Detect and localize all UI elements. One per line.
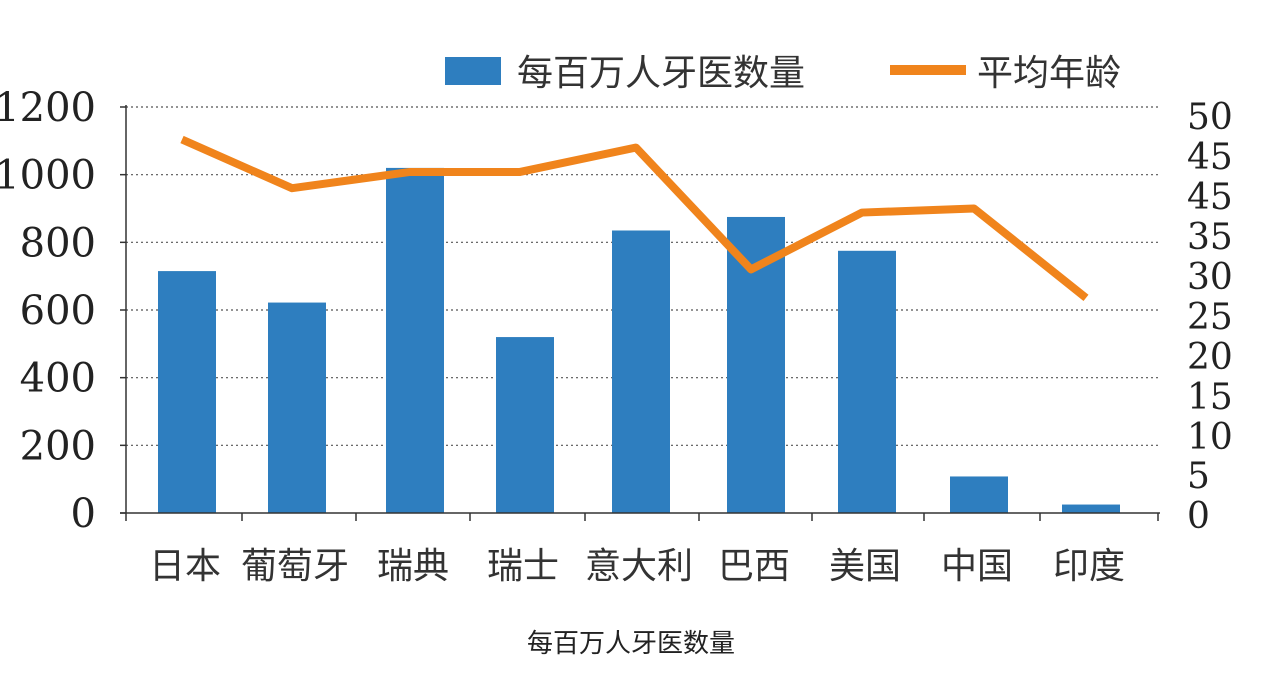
bar-series bbox=[158, 167, 1120, 514]
right-tick-label: 30 bbox=[1187, 257, 1233, 298]
right-tick-label: 25 bbox=[1187, 297, 1233, 338]
bar bbox=[950, 476, 1008, 513]
category-label: 中国 bbox=[941, 546, 1013, 587]
category-label: 美国 bbox=[829, 546, 901, 587]
left-tick-label: 0 bbox=[71, 491, 96, 537]
line-series bbox=[180, 135, 1089, 301]
right-tick-label: 10 bbox=[1187, 417, 1233, 458]
left-tick-label: 200 bbox=[20, 423, 96, 469]
legend-bar-label: 每百万人牙医数量 bbox=[517, 53, 805, 94]
chart-caption: 每百万人牙医数量 bbox=[527, 629, 735, 659]
category-label: 印度 bbox=[1053, 546, 1125, 587]
right-tick-label: 45 bbox=[1187, 137, 1233, 178]
legend-line-label: 平均年龄 bbox=[977, 53, 1121, 94]
left-axis-ticks: 0 200 400 600 800 1000 1200 bbox=[0, 85, 126, 537]
legend: 每百万人牙医数量 平均年龄 bbox=[445, 53, 1121, 94]
right-tick-label: 0 bbox=[1187, 496, 1210, 537]
bar bbox=[496, 337, 554, 513]
right-tick-label: 5 bbox=[1187, 456, 1210, 497]
legend-bar-swatch bbox=[445, 57, 501, 85]
bar bbox=[838, 250, 896, 513]
left-tick-label: 800 bbox=[20, 220, 96, 266]
category-label: 意大利 bbox=[585, 546, 693, 587]
bar bbox=[1062, 504, 1120, 513]
category-label: 葡萄牙 bbox=[241, 546, 349, 587]
category-labels: 日本 葡萄牙 瑞典 瑞士 意大利 巴西 美国 中国 印度 bbox=[149, 546, 1125, 587]
bar bbox=[158, 271, 216, 513]
right-tick-label: 45 bbox=[1187, 177, 1233, 218]
right-tick-label: 35 bbox=[1187, 217, 1233, 258]
bar bbox=[727, 216, 785, 514]
right-tick-label: 15 bbox=[1187, 377, 1233, 418]
category-label: 日本 bbox=[149, 546, 221, 587]
left-tick-label: 600 bbox=[20, 288, 96, 334]
left-tick-label: 1000 bbox=[0, 153, 96, 199]
bar bbox=[612, 230, 670, 513]
right-tick-label: 20 bbox=[1187, 337, 1233, 378]
category-label: 巴西 bbox=[718, 546, 790, 587]
left-tick-label: 400 bbox=[20, 356, 96, 402]
bar bbox=[386, 167, 444, 513]
line-average-age bbox=[180, 135, 1089, 301]
category-label: 瑞士 bbox=[487, 546, 559, 587]
category-label: 瑞典 bbox=[377, 546, 449, 587]
right-tick-label: 50 bbox=[1187, 97, 1233, 138]
left-tick-label: 1200 bbox=[0, 85, 96, 131]
bar bbox=[268, 302, 326, 513]
